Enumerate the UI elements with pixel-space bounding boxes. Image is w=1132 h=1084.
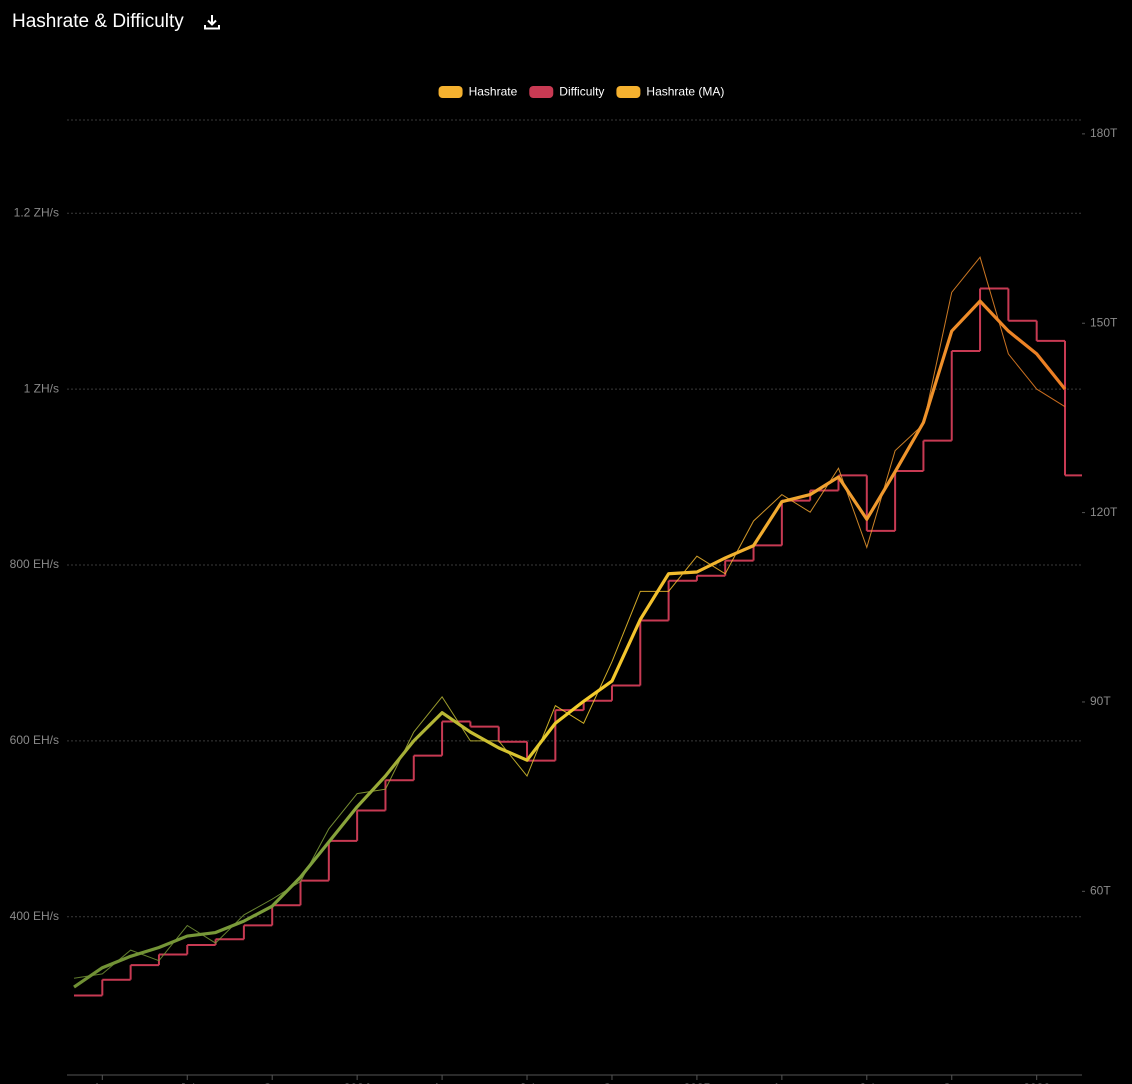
legend-label: Hashrate (MA) [646, 85, 724, 99]
x-tick-label: 2024 [344, 1081, 371, 1084]
y-tick-label: 800 EH/s [10, 557, 59, 571]
x-tick-label: Oct [603, 1081, 622, 1084]
legend-swatch [616, 86, 641, 98]
legend-swatch [529, 86, 554, 98]
y-tick-label: 400 EH/s [10, 909, 59, 923]
x-tick-label: Oct [263, 1081, 282, 1084]
x-tick-label: Apr [433, 1081, 452, 1084]
x-tick-label: Oct [942, 1081, 961, 1084]
y-tick-label: 1 ZH/s [24, 381, 59, 395]
y2-tick-label: 60T [1090, 883, 1111, 897]
y-tick-label: 1.2 ZH/s [14, 205, 59, 219]
legend-label: Difficulty [559, 85, 604, 99]
chart: 400 EH/s 600 EH/s 800 EH/s 1 ZH/s 1.2 ZH/s 60… [10, 85, 1118, 1084]
legend: Hashrate Difficulty Hashrate (MA) [438, 85, 724, 99]
hashrate-line [73, 256, 1066, 979]
hashrate-ma-line [73, 299, 1067, 989]
download-arrow [207, 15, 217, 26]
y-tick-label: 600 EH/s [10, 733, 59, 747]
chart-title: Hashrate & Difficulty [12, 11, 184, 32]
y2-tick-label: 90T [1090, 694, 1111, 708]
x-tick-label: Apr [773, 1081, 792, 1084]
x-tick-label: Jul [519, 1081, 534, 1084]
y2-tick-label: 120T [1090, 505, 1118, 519]
download-button[interactable] [203, 13, 221, 31]
y2-tick-label: 150T [1090, 315, 1118, 329]
legend-label: Hashrate [469, 85, 518, 99]
x-tick-label: Jul [859, 1081, 874, 1084]
y2-tick-label: 180T [1090, 126, 1118, 140]
x-tick-label: Apr [93, 1081, 112, 1084]
download-tray [204, 25, 220, 30]
x-tick-label: 2026 [1023, 1081, 1050, 1084]
x-tick-label: 2025 [684, 1081, 711, 1084]
x-tick-label: Jul [180, 1081, 195, 1084]
legend-swatch [438, 86, 463, 98]
